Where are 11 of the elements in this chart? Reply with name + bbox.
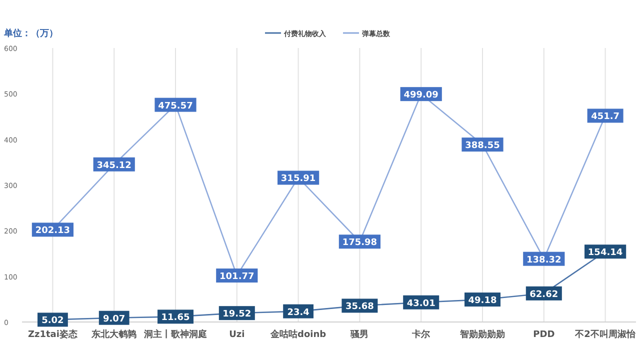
x-tick-label: Uzi <box>229 330 245 340</box>
x-tick-label: 不2不叫周淑怡 <box>574 329 636 340</box>
x-tick-label: 卡尔 <box>411 329 432 340</box>
x-tick-label: 金咕咕doinb <box>270 329 327 340</box>
x-tick-label: 洞主丨歌神洞庭 <box>143 329 207 340</box>
x-tick-label: Zz1tai姿态 <box>28 329 78 340</box>
x-tick-label: 东北大鹌鹑 <box>90 329 137 340</box>
x-tick-label: PDD <box>533 330 555 340</box>
x-tick-label: 骚男 <box>350 329 369 340</box>
x-tick-label: 智勋勋勋勋 <box>459 329 505 340</box>
y-axis-title: 单位：（万） <box>3 28 58 39</box>
